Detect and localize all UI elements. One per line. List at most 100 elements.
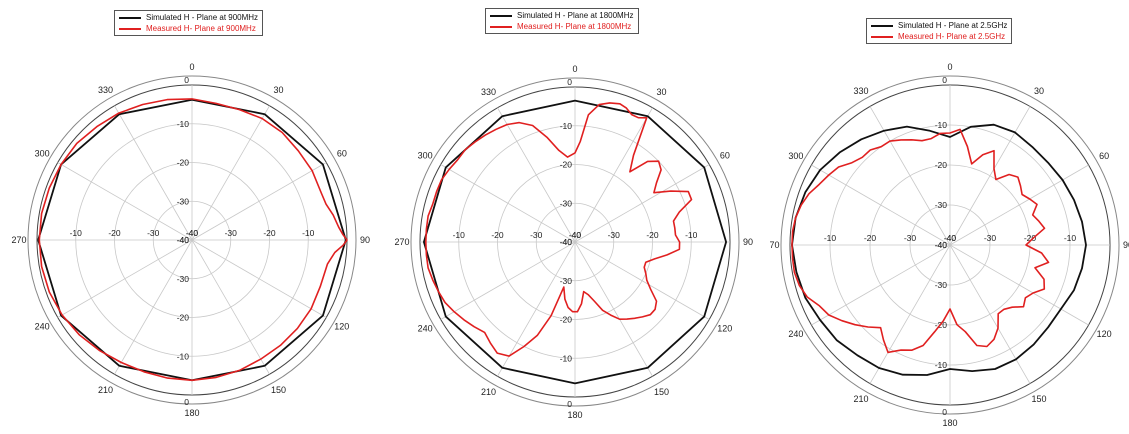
radial-tick-label: -40: [177, 235, 190, 245]
radial-tick-label: -30: [984, 233, 997, 243]
radial-tick-label: -30: [904, 233, 917, 243]
grid-spoke: [949, 244, 1089, 326]
radial-tick-label: -40: [935, 240, 948, 250]
rim-zero-label: 0: [184, 75, 189, 85]
radial-tick-label: -20: [935, 160, 948, 170]
polar-chart-1800mhz: 0 30 60 90 120 150 180 210 240 270 300 330 -10 -20 -30…: [385, 0, 765, 434]
angle-label: 300: [35, 149, 50, 159]
angle-label: 90: [743, 237, 753, 247]
angle-label: 150: [1031, 394, 1046, 404]
radial-tick-label: -30: [560, 198, 573, 208]
angle-label: 0: [947, 62, 952, 72]
radial-tick-label: -30: [225, 228, 238, 238]
legend-entry-simulated-900mhz: Simulated H - Plane at 900MHz: [119, 12, 258, 23]
radial-tick-label: -10: [70, 228, 83, 238]
radial-tick-label: -10: [177, 351, 190, 361]
grid-spoke: [191, 162, 327, 241]
radial-tick-label: -30: [935, 280, 948, 290]
radial-tick-label: -20: [560, 315, 573, 325]
angle-label: 210: [481, 387, 496, 397]
angle-label: 180: [184, 408, 199, 418]
grid-spoke: [574, 164, 710, 243]
outer-frame-ring: [780, 75, 1120, 415]
legend-entry-simulated-1800mhz: Simulated H - Plane at 1800MHz: [490, 10, 634, 21]
polar-chart-900mhz: 0 30 60 90 120 150 180 210 240 270 300 330 -10 -20 -30…: [0, 0, 380, 434]
angle-label: 270: [11, 235, 26, 245]
legend-entry-measured-1800mhz: Measured H- Plane at 1800MHz: [490, 21, 634, 32]
legend-label-simulated-900mhz: Simulated H - Plane at 900MHz: [146, 13, 259, 22]
angle-label: 30: [273, 85, 283, 95]
legend-swatch-simulated: [871, 24, 893, 27]
radial-tick-label: -40: [560, 237, 573, 247]
angle-label: 30: [1034, 86, 1044, 96]
grid-spoke: [191, 105, 270, 241]
grid-spoke: [114, 239, 193, 375]
radial-tick-label: -20: [177, 313, 190, 323]
radial-tick-label: -10: [685, 230, 698, 240]
radial-tick-label: -40: [944, 233, 957, 243]
angle-label: 0: [189, 62, 194, 72]
grid-spoke: [574, 107, 653, 243]
angle-label: 270: [770, 240, 780, 250]
polar-chart-2-5ghz: 0 30 60 90 120 150 180 210 240 270 300 330 -10 -20 -30…: [770, 0, 1129, 434]
grid-spoke: [497, 241, 576, 377]
radial-tick-label: -20: [646, 230, 659, 240]
series-line-simulated: [791, 123, 1087, 376]
radial-tick-label: -10: [824, 233, 837, 243]
grid-spoke: [57, 239, 193, 318]
grid-spoke: [574, 241, 710, 320]
legend-label-measured-2-5ghz: Measured H- Plane at 2.5GHz: [898, 32, 1006, 41]
angle-label: 330: [853, 86, 868, 96]
grid-spoke: [949, 106, 1031, 246]
polar-plot-900mhz: 0 30 60 90 120 150 180 210 240 270 300 330 -10 -20 -30…: [11, 62, 370, 418]
angle-label: 120: [1097, 329, 1112, 339]
legend-entry-measured-900mhz: Measured H- Plane at 900MHz: [119, 23, 258, 34]
radial-tick-label: -40: [569, 230, 582, 240]
grid-spoke: [869, 106, 951, 246]
radial-tick-label: -10: [935, 120, 948, 130]
rim-zero-label: 0: [942, 75, 947, 85]
radial-tick-label: -20: [263, 228, 276, 238]
angle-label: 30: [656, 87, 666, 97]
outer-frame-ring: [410, 77, 740, 407]
legend-label-simulated-1800mhz: Simulated H - Plane at 1800MHz: [517, 11, 634, 20]
angle-label: 120: [717, 324, 732, 334]
legend-label-measured-900mhz: Measured H- Plane at 900MHz: [146, 24, 256, 33]
angle-label: 330: [481, 87, 496, 97]
radial-tick-label: -20: [560, 160, 573, 170]
radial-tick-label: -10: [453, 230, 466, 240]
radial-tick-label: -30: [935, 200, 948, 210]
angle-label: 240: [35, 322, 50, 332]
legend-2-5ghz: Simulated H - Plane at 2.5GHz Measured H…: [866, 18, 1013, 44]
angle-label: 300: [788, 151, 803, 161]
radial-tick-label: -20: [864, 233, 877, 243]
legend-swatch-measured: [871, 35, 893, 38]
legend-swatch-measured: [490, 25, 512, 28]
polar-plot-2-5ghz: 0 30 60 90 120 150 180 210 240 270 300 330 -10 -20 -30…: [770, 62, 1129, 428]
angle-label: 240: [418, 324, 433, 334]
legend-label-measured-1800mhz: Measured H- Plane at 1800MHz: [517, 22, 632, 31]
radial-tick-label: -40: [560, 237, 573, 247]
angle-label: 150: [654, 387, 669, 397]
radial-tick-label: -10: [1064, 233, 1077, 243]
grid-spoke: [574, 241, 653, 377]
radial-tick-label: -20: [1024, 233, 1037, 243]
radial-tick-label: -10: [560, 353, 573, 363]
radial-tick-label: -20: [491, 230, 504, 240]
radial-tick-label: -10: [935, 360, 948, 370]
series-line-measured: [425, 102, 693, 357]
angle-label: 300: [418, 151, 433, 161]
radial-tick-label: -40: [177, 235, 190, 245]
series-line-measured: [38, 98, 348, 382]
grid-spoke: [191, 239, 270, 375]
angle-label: 330: [98, 85, 113, 95]
angle-label: 180: [942, 418, 957, 428]
grid-spoke: [191, 239, 327, 318]
angle-label: 60: [1099, 151, 1109, 161]
radial-tick-label: -10: [302, 228, 315, 238]
polar-plot-1800mhz: 0 30 60 90 120 150 180 210 240 270 300 330 -10 -20 -30…: [394, 64, 753, 420]
angle-label: 90: [360, 235, 370, 245]
rim-zero-label: 0: [942, 407, 947, 417]
angle-label: 210: [853, 394, 868, 404]
radial-tick-label: -40: [944, 233, 957, 243]
